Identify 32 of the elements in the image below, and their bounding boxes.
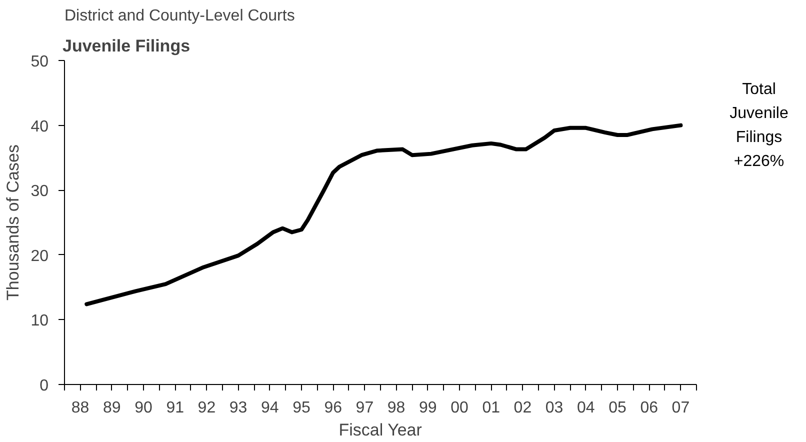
x-tick-label: 94 bbox=[261, 400, 279, 416]
y-tick-label: 50 bbox=[30, 54, 49, 70]
x-tick-label: 93 bbox=[229, 400, 248, 416]
chart-title: Juvenile Filings bbox=[62, 36, 190, 56]
x-tick-label: 98 bbox=[387, 400, 406, 416]
line-series bbox=[84, 123, 683, 306]
x-tick-label: 06 bbox=[640, 400, 658, 416]
chart-subtitle: District and County-Level Courts bbox=[64, 8, 295, 24]
y-tick-label: 40 bbox=[30, 118, 49, 136]
y-tick-label: 10 bbox=[30, 312, 49, 330]
x-tick-label: 99 bbox=[419, 400, 437, 416]
x-tick-label: 02 bbox=[514, 400, 532, 416]
x-tick-label: 88 bbox=[71, 400, 90, 416]
y-tick-label: 30 bbox=[30, 183, 49, 200]
x-tick-label: 07 bbox=[672, 400, 690, 416]
y-axis-title: Thousands of Cases bbox=[4, 144, 23, 300]
x-tick-label: 95 bbox=[292, 400, 310, 416]
x-tick-label: 05 bbox=[608, 400, 626, 416]
x-tick-label: 00 bbox=[450, 400, 468, 416]
x-axis-title: Fiscal Year bbox=[338, 420, 422, 440]
x-tick-label: 01 bbox=[482, 400, 500, 416]
x-tick-label: 97 bbox=[356, 400, 374, 416]
x-tick-label: 04 bbox=[577, 400, 595, 416]
x-tick-label: 89 bbox=[103, 400, 121, 416]
x-tick-label: 96 bbox=[324, 400, 342, 416]
x-tick-label: 03 bbox=[545, 400, 564, 416]
x-tick-label: 91 bbox=[166, 400, 184, 416]
y-tick-label: 20 bbox=[30, 248, 49, 265]
text: Total Juvenile Filings +226% bbox=[728, 80, 790, 172]
x-tick-label: 90 bbox=[134, 400, 152, 416]
y-tick-label: 0 bbox=[40, 378, 49, 394]
x-tick-label: 92 bbox=[198, 400, 216, 416]
